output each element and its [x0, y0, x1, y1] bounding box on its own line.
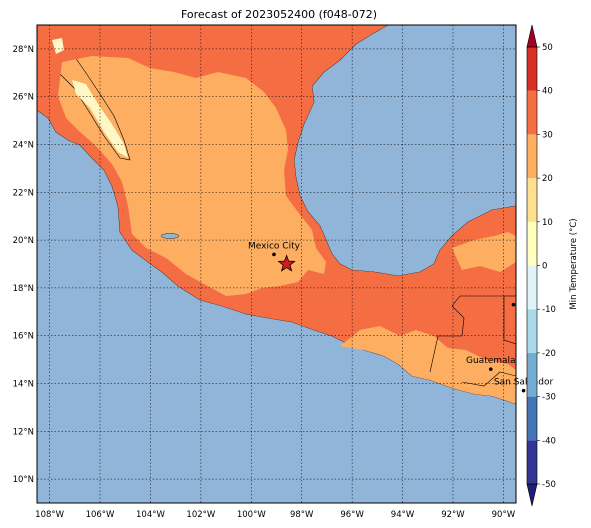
- colorbar-tick-label: 20: [542, 174, 553, 184]
- city-label: San Salvador: [494, 378, 554, 388]
- city-label: Guatemala: [466, 356, 516, 366]
- lat-tick-label: 24°N: [13, 141, 34, 151]
- colorbar-tick-label: 10: [542, 218, 553, 228]
- map-area: [37, 25, 516, 503]
- colorbar-label: Min Temperature (°C): [569, 218, 579, 309]
- lon-tick-label: 96°W: [340, 510, 364, 520]
- lon-tick-label: 104°W: [136, 510, 165, 520]
- contour-0-10-patch: [52, 38, 128, 158]
- lake: [160, 233, 180, 239]
- city-label: Mexico City: [248, 241, 301, 251]
- lon-tick-label: 106°W: [86, 510, 115, 520]
- lat-tick-label: 14°N: [13, 380, 34, 390]
- lat-tick-label: 10°N: [13, 475, 34, 485]
- colorbar-segment: [527, 396, 537, 441]
- colorbar-segment: [527, 221, 537, 266]
- colorbar-tick-label: 40: [542, 87, 553, 97]
- lat-tick-label: 12°N: [13, 427, 34, 437]
- lat-tick-label: 16°N: [13, 332, 34, 342]
- lon-tick-label: 94°W: [391, 510, 415, 520]
- star-icon: [277, 254, 296, 272]
- lon-tick-label: 98°W: [290, 510, 314, 520]
- border-salvador: [461, 371, 516, 387]
- lat-tick-label: 28°N: [13, 45, 34, 55]
- border-guatemala: [429, 295, 516, 373]
- colorbar: -50 -40 -30 -20 -10 0 10 20 30 40 50: [526, 24, 556, 507]
- colorbar-tick-label: 0: [542, 262, 547, 272]
- colorbar-tick-label: -30: [542, 393, 556, 403]
- colorbar-segment: [527, 309, 537, 353]
- lon-tick-label: 92°W: [441, 510, 465, 520]
- lat-tick-label: 26°N: [13, 93, 34, 103]
- contour-10-20-yucatan: [452, 232, 516, 272]
- city-dot: [488, 367, 493, 371]
- colorbar-tick-label: -50: [542, 480, 556, 490]
- colorbar-tick-label: 50: [542, 43, 553, 53]
- lat-tick-label: 18°N: [13, 284, 34, 294]
- lat-tick-label: 22°N: [13, 188, 34, 198]
- lon-tick-label: 108°W: [35, 510, 64, 520]
- colorbar-tick-label: -20: [542, 349, 556, 359]
- lat-tick-label: 20°N: [13, 236, 34, 246]
- lon-tick-label: 90°W: [492, 510, 516, 520]
- city-dot: [272, 252, 276, 257]
- colorbar-segment: [527, 352, 537, 397]
- lon-tick-label: 100°W: [237, 510, 266, 520]
- figure-title: Forecast of 2023052400 (f048-072): [181, 8, 377, 21]
- colorbar-tick-label: -40: [542, 436, 556, 446]
- lon-tick-label: 102°W: [186, 510, 215, 520]
- colorbar-extend-min: [526, 483, 538, 507]
- axis-tick-labels: 10°N 12°N 14°N 16°N 18°N 20°N 22°N 24°N 26°N 28°N…: [13, 45, 516, 520]
- city-dot: [521, 388, 526, 393]
- colorbar-extend-max: [526, 24, 538, 48]
- colorbar-tick-label: 30: [542, 130, 553, 140]
- colorbar-segment: [527, 90, 537, 135]
- colorbar-segment: [527, 178, 537, 222]
- colorbar-segment: [527, 47, 537, 91]
- location-dot: [511, 302, 516, 307]
- map-markers: Mexico City Guatemala San Salvador: [248, 241, 554, 393]
- map-frame: [36, 24, 517, 504]
- colorbar-segment: [527, 440, 537, 484]
- colorbar-segment: [527, 134, 537, 179]
- contour-20-30-north: [37, 25, 516, 404]
- contour-10-20-south: [340, 326, 516, 404]
- colorbar-tick-label: -10: [542, 305, 556, 315]
- colorbar-segment: [527, 265, 537, 310]
- gridlines: [37, 25, 516, 503]
